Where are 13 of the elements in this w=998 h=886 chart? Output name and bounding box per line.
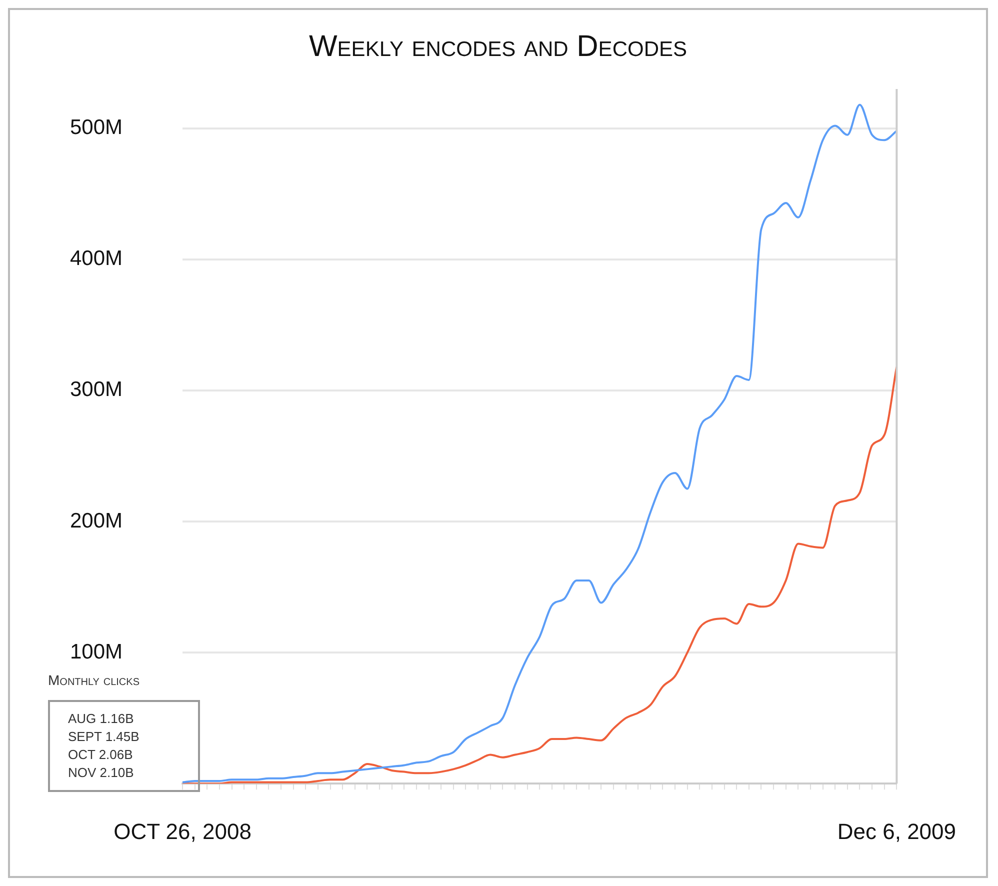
y-tick-label: 300M bbox=[70, 378, 123, 402]
y-tick-label: 400M bbox=[70, 247, 123, 270]
y-tick-label: 200M bbox=[70, 509, 123, 532]
chart-title: Weekly encodes and Decodes bbox=[308, 30, 688, 64]
y-tick-label: 100M bbox=[70, 640, 123, 664]
text: OCT 2.06B bbox=[68, 746, 134, 764]
text: SEPT 1.45B bbox=[68, 728, 140, 746]
x-tick-label: OCT 26, 2008 bbox=[114, 818, 252, 844]
text: Monthly clicks bbox=[48, 672, 140, 688]
text: AUG 1.16B bbox=[68, 710, 135, 728]
text: NOV 2.10B bbox=[68, 764, 135, 782]
y-tick-label: 500M bbox=[70, 116, 123, 140]
x-tick-label: Dec 6, 2009 bbox=[837, 818, 956, 844]
